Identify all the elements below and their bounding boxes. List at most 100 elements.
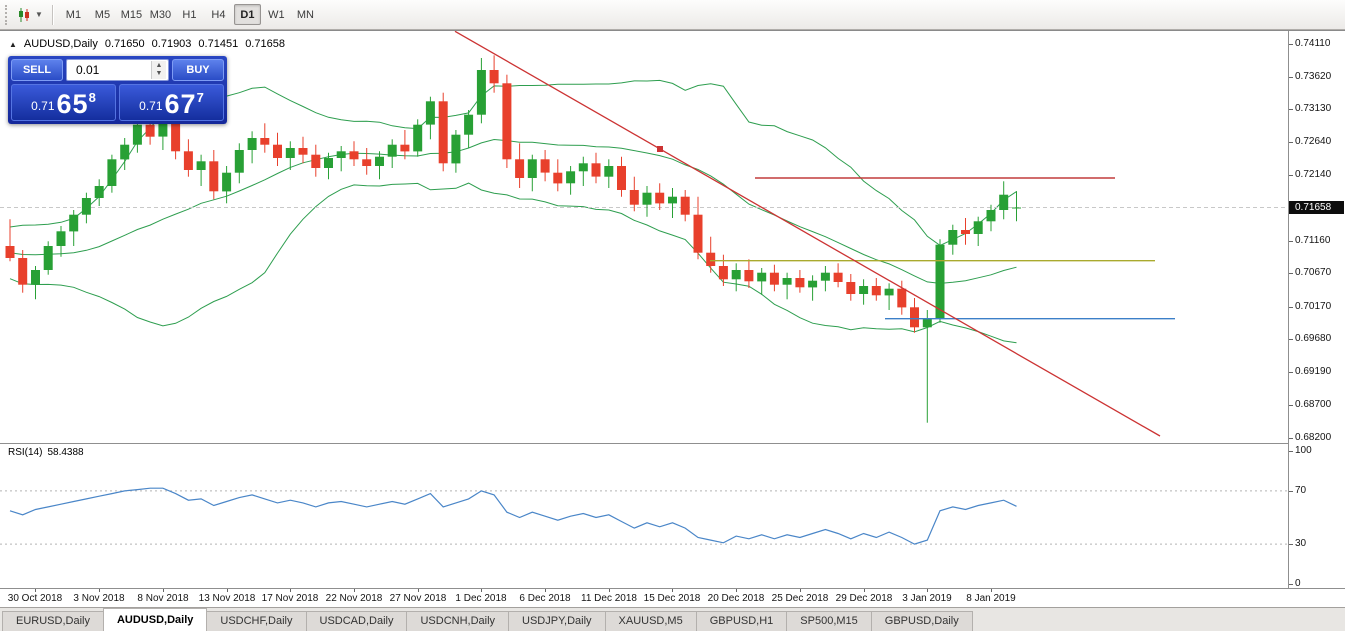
date-axis-tick: [864, 589, 865, 592]
chart-high-value: 0.71903: [151, 38, 192, 50]
chart-low-value: 0.71451: [198, 38, 239, 50]
sell-price-prefix: 0.71: [31, 99, 55, 113]
timeframe-button-d1[interactable]: D1: [233, 4, 261, 25]
chart-tab-sp500-m15[interactable]: SP500,M15: [786, 611, 872, 631]
price-axis-tick: [1289, 307, 1293, 308]
price-axis-label: 0.69190: [1295, 366, 1332, 377]
rsi-value: 58.4388: [47, 447, 84, 458]
chart-tab-gbpusd-daily[interactable]: GBPUSD,Daily: [870, 611, 973, 631]
date-axis-tick: [800, 589, 801, 592]
pane-divider[interactable]: [0, 443, 1345, 444]
volume-value: 0.01: [76, 63, 100, 77]
rsi-label: RSI(14) 58.4388: [8, 447, 84, 458]
date-axis-tick: [736, 589, 737, 592]
rsi-canvas: [0, 487, 1288, 545]
date-axis-label: 25 Dec 2018: [771, 593, 829, 604]
timeframe-button-h4[interactable]: H4: [211, 9, 226, 21]
current-price-badge: 0.71658: [1289, 201, 1344, 214]
price-axis-label: 0.70670: [1295, 267, 1332, 278]
price-axis-label: 0.74110: [1295, 38, 1331, 49]
buy-price-big: 67: [164, 89, 197, 119]
price-axis-label: 0.71160: [1295, 235, 1331, 246]
timeframe-button-h1[interactable]: H1: [182, 9, 197, 21]
chart-symbol-label: AUDUSD,Daily: [23, 38, 98, 50]
volume-input[interactable]: 0.01 ▲ ▼: [66, 59, 169, 81]
chart-tab-usdchf-daily[interactable]: USDCHF,Daily: [206, 611, 307, 631]
rsi-pane[interactable]: RSI(14) 58.4388: [0, 444, 1288, 587]
date-axis-tick: [354, 589, 355, 592]
date-axis-label: 11 Dec 2018: [581, 593, 637, 604]
price-axis[interactable]: 0.74110 0.73620 0.73130 0.72640 0.72140 0.711…: [1288, 31, 1345, 589]
price-chart-pane[interactable]: ▲ AUDUSD,Daily 0.71650 0.71903 0.71451 0…: [0, 31, 1288, 443]
buy-price-display[interactable]: 0.71 67 7: [119, 84, 224, 121]
buy-button[interactable]: BUY: [172, 59, 224, 81]
date-axis-label: 8 Jan 2019: [966, 593, 1016, 604]
date-axis-tick: [545, 589, 546, 592]
candlestick-chart-icon[interactable]: [14, 5, 34, 25]
dropdown-caret-icon[interactable]: ▼: [35, 10, 43, 19]
chart-window: ▲ AUDUSD,Daily 0.71650 0.71903 0.71451 0…: [0, 30, 1345, 608]
buy-price-pip: 7: [196, 90, 204, 105]
price-axis-tick: [1289, 77, 1293, 78]
date-axis-tick: [163, 589, 164, 592]
price-axis-tick: [1289, 405, 1293, 406]
date-axis-label: 15 Dec 2018: [643, 593, 701, 604]
timeframe-button-w1[interactable]: W1: [268, 9, 285, 21]
buy-price-prefix: 0.71: [139, 99, 163, 113]
date-axis-tick: [290, 589, 291, 592]
date-axis-label: 3 Jan 2019: [902, 593, 952, 604]
date-axis-label: 1 Dec 2018: [455, 593, 507, 604]
date-axis-label: 13 Nov 2018: [198, 593, 256, 604]
chart-tab-xauusd-m5[interactable]: XAUUSD,M5: [604, 611, 697, 631]
price-axis-tick: [1289, 142, 1293, 143]
rsi-axis-label: 70: [1295, 485, 1307, 496]
rsi-axis-label: 100: [1295, 445, 1312, 456]
date-axis-label: 17 Nov 2018: [261, 593, 319, 604]
date-axis[interactable]: 30 Oct 2018 3 Nov 2018 8 Nov 2018 13 Nov 20…: [0, 588, 1345, 608]
date-axis-tick: [991, 589, 992, 592]
date-axis-tick: [672, 589, 673, 592]
timeframe-button-mn[interactable]: MN: [296, 9, 314, 21]
date-axis-tick: [927, 589, 928, 592]
date-axis-label: 22 Nov 2018: [325, 593, 383, 604]
volume-stepper[interactable]: ▲ ▼: [151, 61, 166, 79]
date-axis-label: 6 Dec 2018: [519, 593, 571, 604]
date-axis-tick: [481, 589, 482, 592]
chart-tab-usdcad-daily[interactable]: USDCAD,Daily: [305, 611, 408, 631]
rsi-axis-tick: [1289, 491, 1293, 492]
timeframe-button-m30[interactable]: M30: [149, 9, 172, 21]
toolbar-grip[interactable]: [5, 4, 9, 25]
timeframe-button-m15[interactable]: M15: [120, 9, 143, 21]
chart-tab-gbpusd-h1[interactable]: GBPUSD,H1: [695, 611, 788, 631]
sell-price-display[interactable]: 0.71 65 8: [11, 84, 116, 121]
rsi-axis-tick: [1289, 451, 1293, 452]
date-axis-label: 29 Dec 2018: [835, 593, 893, 604]
price-axis-tick: [1289, 339, 1293, 340]
price-axis-label: 0.72640: [1295, 136, 1332, 147]
chart-tab-eurusd-daily[interactable]: EURUSD,Daily: [2, 611, 104, 631]
date-axis-tick: [609, 589, 610, 592]
date-axis-label: 27 Nov 2018: [389, 593, 447, 604]
price-axis-tick: [1289, 241, 1293, 242]
sell-price-pip: 8: [88, 90, 96, 105]
timeframe-button-m5[interactable]: M5: [94, 9, 111, 21]
chart-tab-usdcnh-daily[interactable]: USDCNH,Daily: [406, 611, 510, 631]
price-axis-tick: [1289, 273, 1293, 274]
date-axis-tick: [418, 589, 419, 592]
chart-tab-audusd-daily[interactable]: AUDUSD,Daily: [102, 608, 208, 631]
price-axis-label: 0.70170: [1295, 301, 1332, 312]
rsi-axis-label: 30: [1295, 538, 1307, 549]
timeframe-button-m1[interactable]: M1: [65, 9, 82, 21]
date-axis-tick: [35, 589, 36, 592]
sell-button[interactable]: SELL: [11, 59, 63, 81]
chart-tab-usdjpy-daily[interactable]: USDJPY,Daily: [508, 611, 606, 631]
price-axis-label: 0.68200: [1295, 432, 1332, 443]
date-axis-tick: [99, 589, 100, 592]
chart-close-value: 0.71658: [245, 38, 285, 50]
price-axis-label: 0.73620: [1295, 71, 1332, 82]
one-click-toggle-icon[interactable]: ▲: [9, 39, 17, 49]
price-axis-tick: [1289, 175, 1293, 176]
rsi-axis-tick: [1289, 584, 1293, 585]
price-axis-label: 0.72140: [1295, 169, 1332, 180]
date-axis-tick: [227, 589, 228, 592]
